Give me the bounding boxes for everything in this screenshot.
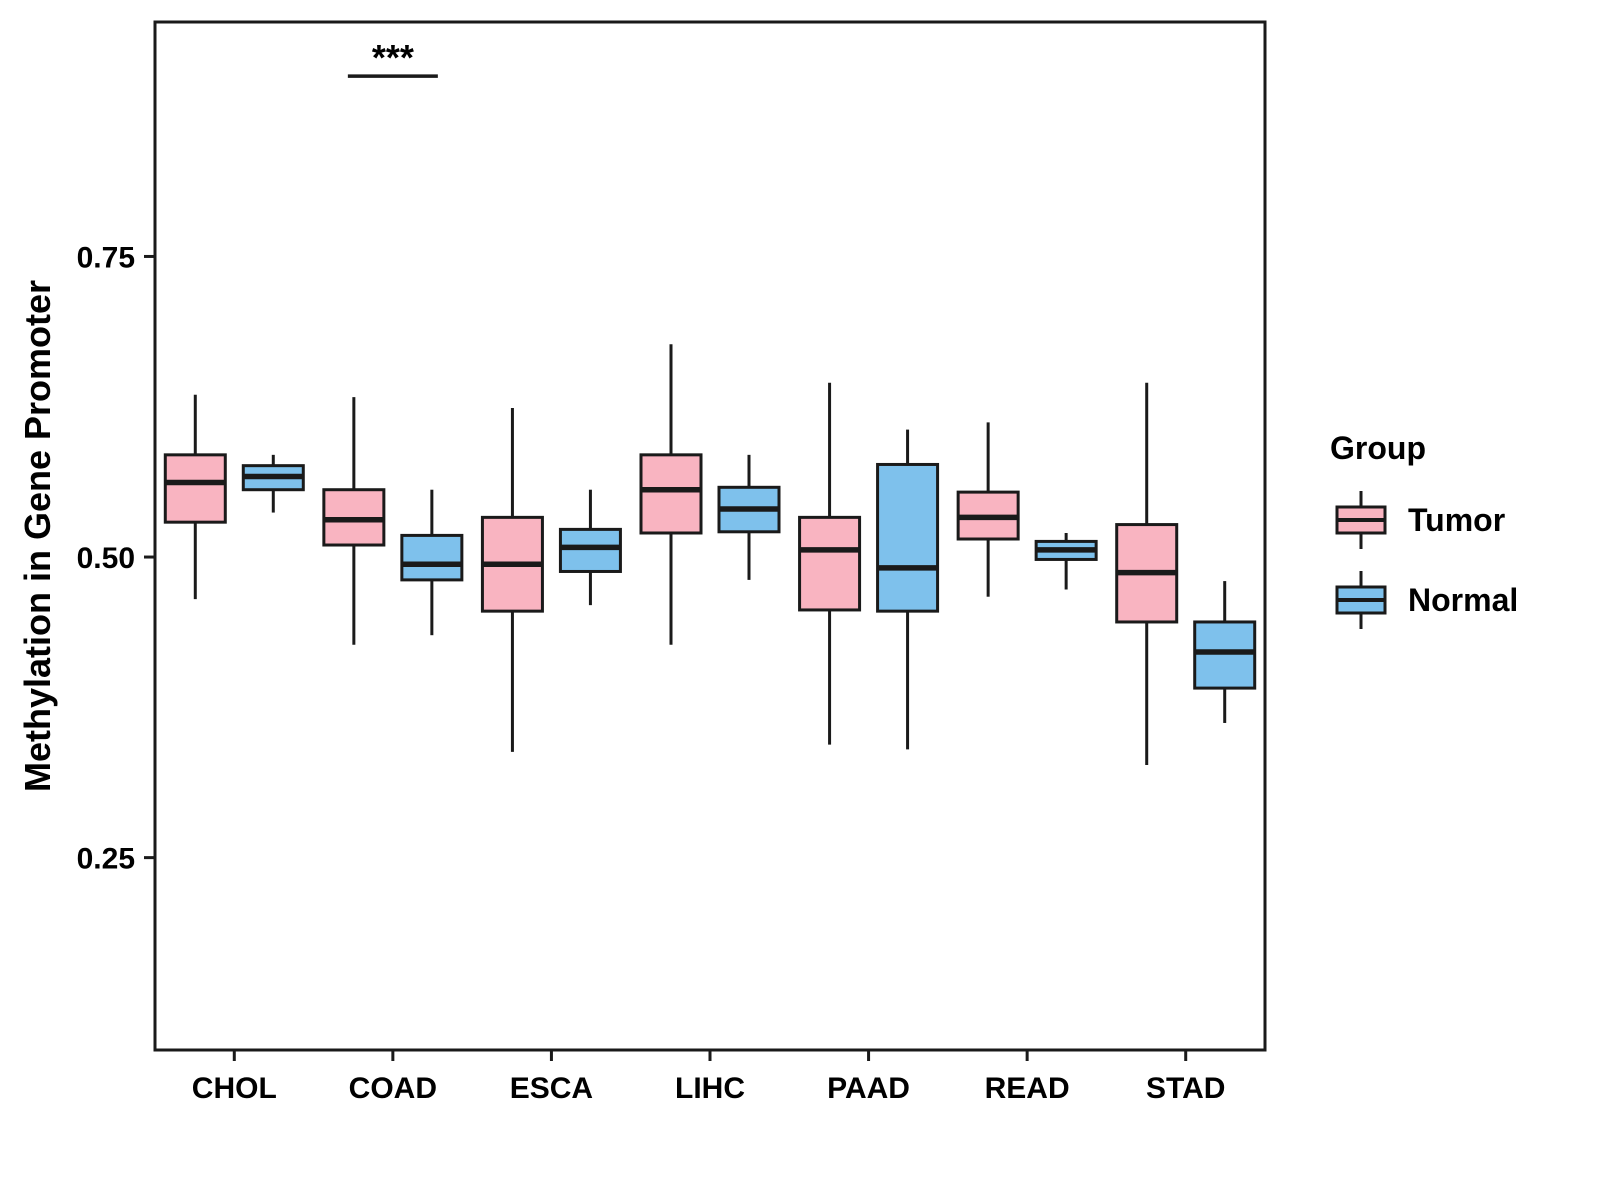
x-tick-label-esca: ESCA (510, 1072, 593, 1105)
panel-border (153, 20, 1267, 1052)
legend-label-normal: Normal (1408, 581, 1519, 618)
box-normal-esca (558, 527, 622, 573)
x-tick-label-read: READ (985, 1072, 1070, 1105)
legend: Group Tumor Normal (1330, 430, 1518, 633)
box-tumor-chol (163, 453, 227, 524)
legend-key-tumor-icon (1335, 491, 1387, 549)
y-axis-title: Methylation in Gene Promoter (17, 279, 58, 793)
box-normal-paad (876, 462, 940, 613)
y-tick-label: 0.50 (77, 542, 135, 575)
legend-entry-normal: Normal (1330, 567, 1518, 633)
significance-stars: *** (372, 37, 414, 78)
x-tick-label-lihc: LIHC (675, 1072, 745, 1105)
legend-label-tumor: Tumor (1408, 501, 1506, 538)
y-tick-label: 0.75 (77, 241, 135, 274)
box-tumor-lihc (639, 453, 703, 535)
x-tick-label-chol: CHOL (192, 1072, 277, 1105)
legend-title: Group (1330, 430, 1426, 466)
box-tumor-paad (798, 515, 862, 612)
box-normal-coad (400, 533, 464, 582)
legend-key-normal-icon (1335, 571, 1387, 629)
legend-entry-tumor: Tumor (1330, 487, 1518, 553)
x-tick-label-coad: COAD (349, 1072, 437, 1105)
y-tick-label: 0.25 (77, 843, 135, 876)
box-normal-stad (1193, 620, 1257, 690)
x-tick-label-stad: STAD (1146, 1072, 1225, 1105)
x-tick-label-paad: PAAD (827, 1072, 910, 1105)
